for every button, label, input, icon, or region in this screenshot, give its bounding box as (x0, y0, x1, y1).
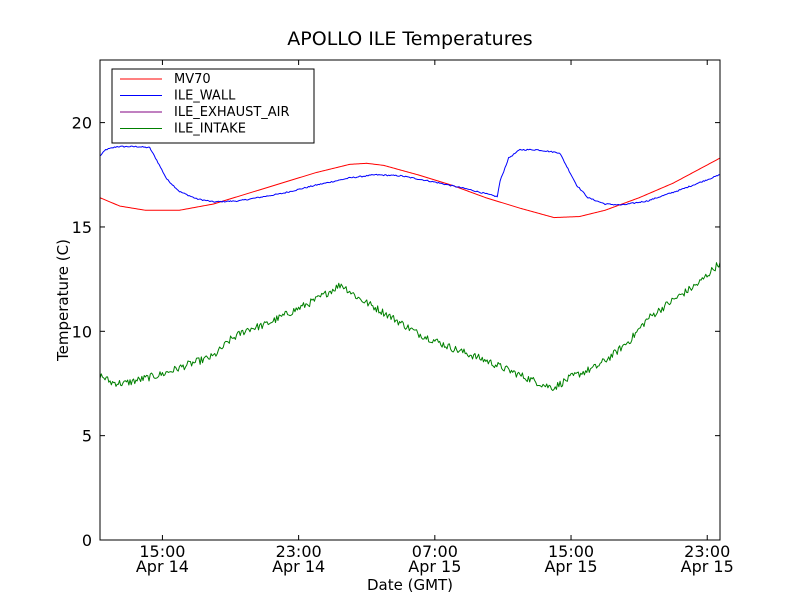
series-line-mv70 (100, 157, 720, 219)
plot-frame (99, 59, 721, 541)
legend-label-ile-wall: ILE_WALL (174, 89, 236, 104)
x-tick-label-date: Apr 15 (544, 557, 597, 576)
y-tick-label: 0 (82, 531, 92, 550)
x-tick-label-time: 23:00 (684, 542, 730, 561)
y-tick-label: 15 (72, 218, 92, 237)
y-tick-label: 10 (72, 322, 92, 341)
x-tick-label-time: 15:00 (139, 542, 185, 561)
legend-box (111, 68, 315, 144)
y-tick-label: 5 (82, 427, 92, 446)
legend-label-mv70: MV70 (174, 72, 211, 87)
x-axis-label: Date (GMT) (367, 576, 453, 594)
x-tick-label-time: 15:00 (548, 542, 594, 561)
x-tick-label-time: 23:00 (276, 542, 322, 561)
chart-title: APOLLO ILE Temperatures (287, 28, 532, 50)
series-line-ile-wall (100, 145, 720, 206)
x-tick-label-date: Apr 14 (136, 557, 189, 576)
series-layer (100, 145, 720, 392)
legend-label-ile-intake: ILE_INTAKE (174, 122, 246, 137)
y-tick-label: 20 (72, 114, 92, 133)
legend-label-ile-exhaust-air: ILE_EXHAUST_AIR (174, 105, 290, 120)
x-tick-label-date: Apr 14 (272, 557, 325, 576)
x-tick-label-time: 07:00 (412, 542, 458, 561)
x-tick-label-date: Apr 15 (408, 557, 461, 576)
series-line-ile-intake (100, 262, 720, 392)
x-tick-label-date: Apr 15 (681, 557, 734, 576)
y-axis-label: Temperature (C) (54, 239, 72, 362)
